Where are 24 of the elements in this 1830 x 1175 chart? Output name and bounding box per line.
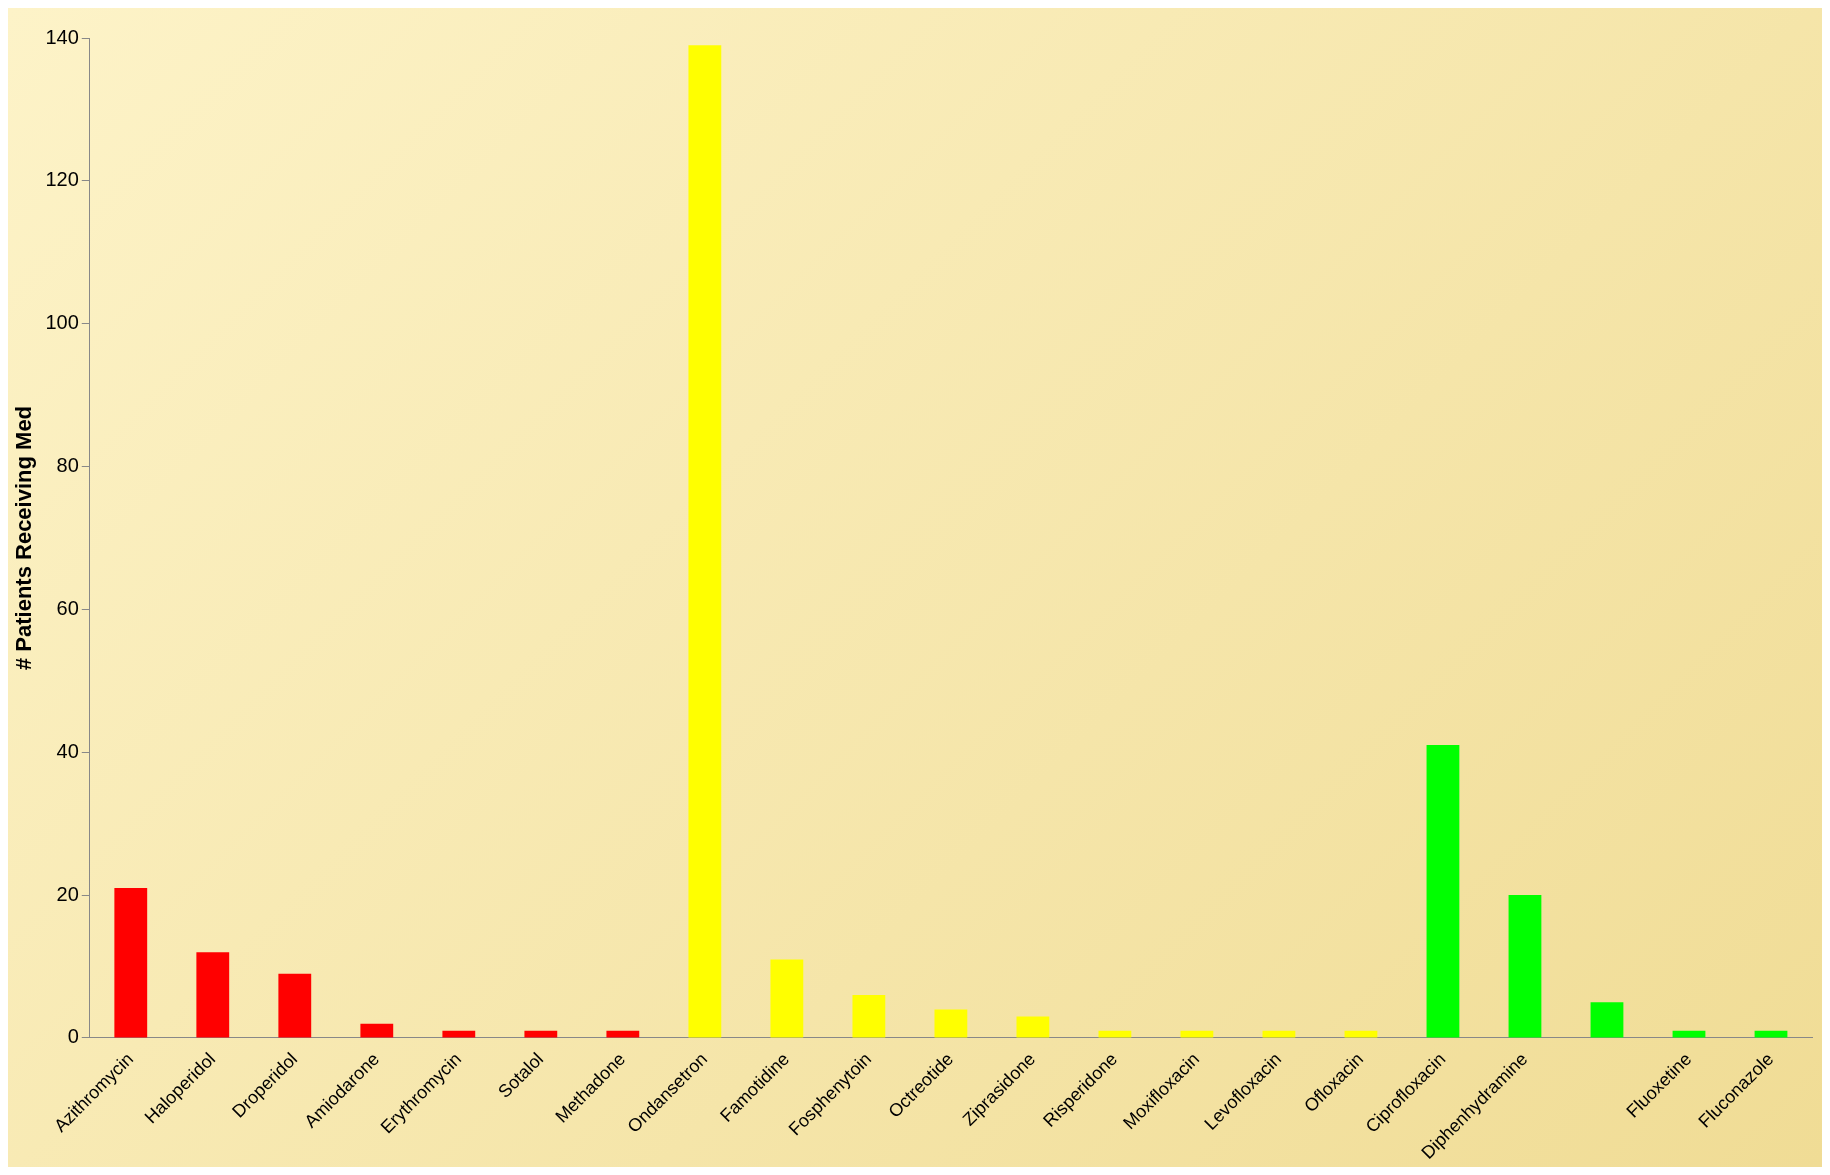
bar xyxy=(852,995,886,1038)
y-tick-label: 40 xyxy=(56,739,79,762)
y-axis-title: # Patients Receiving Med xyxy=(11,405,37,671)
y-tick-label: 120 xyxy=(45,168,79,191)
bar xyxy=(1426,745,1460,1038)
bar xyxy=(770,959,804,1038)
y-tick-label: 80 xyxy=(56,454,79,477)
bar xyxy=(934,1009,968,1038)
bar xyxy=(1016,1016,1050,1038)
bar xyxy=(1590,1002,1624,1038)
bar xyxy=(442,1030,476,1038)
bar xyxy=(278,973,312,1038)
bar xyxy=(196,952,230,1038)
y-tick-label: 60 xyxy=(56,596,79,619)
bar xyxy=(1508,895,1542,1038)
bar xyxy=(114,887,148,1038)
y-tick-label: 20 xyxy=(56,882,79,905)
bar xyxy=(524,1030,558,1038)
y-tick-label: 0 xyxy=(67,1025,79,1048)
y-tick-label: 100 xyxy=(45,311,79,334)
bar xyxy=(360,1023,394,1038)
bar xyxy=(606,1030,640,1038)
y-tick-label: 140 xyxy=(45,25,79,48)
bar xyxy=(688,45,722,1038)
